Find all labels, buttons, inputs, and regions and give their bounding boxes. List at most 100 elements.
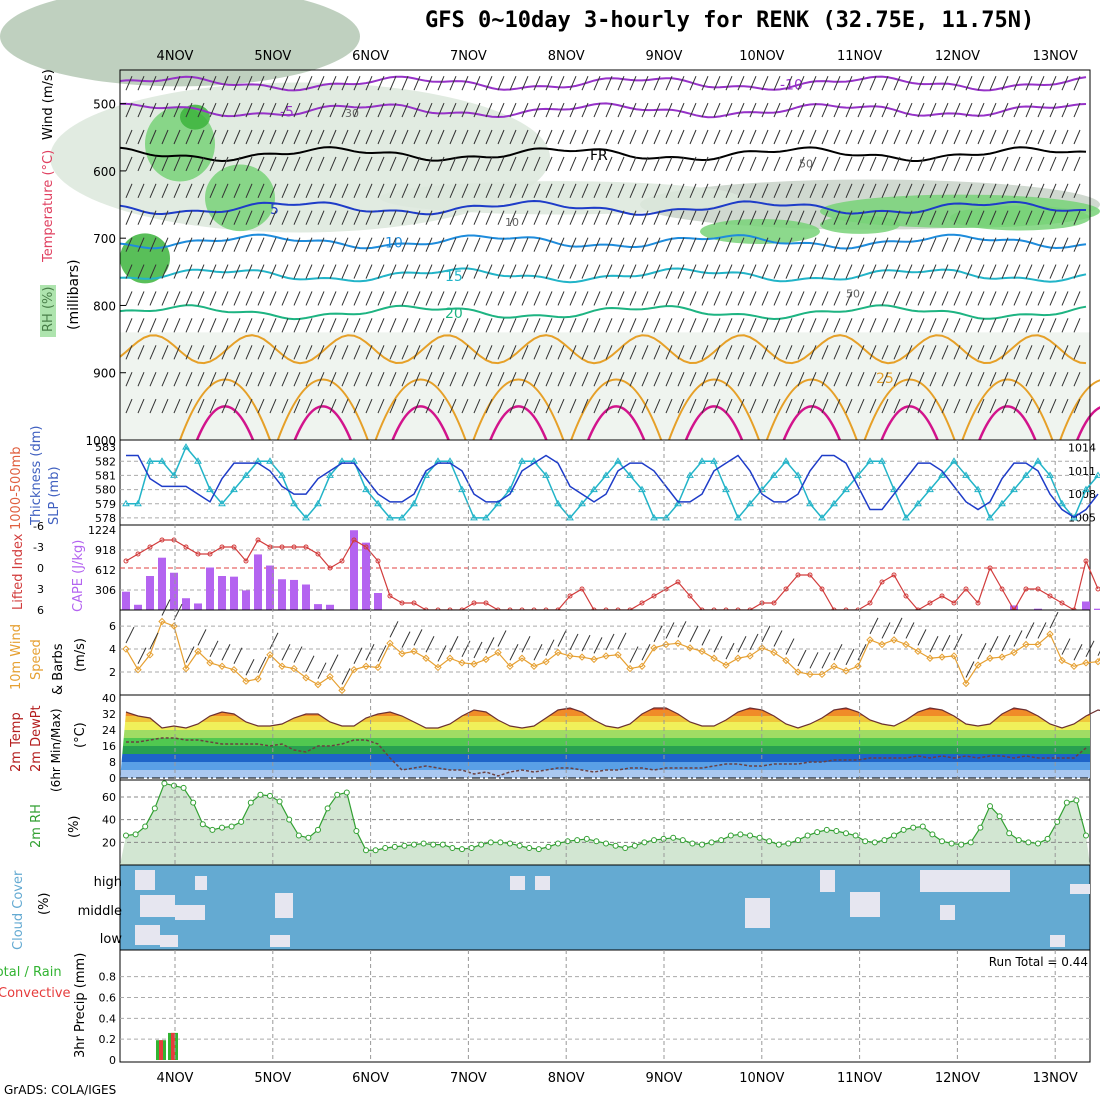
wind-barb bbox=[389, 129, 397, 145]
lifted-index-point bbox=[987, 565, 993, 571]
x-tick-top: 8NOV bbox=[548, 49, 585, 64]
wind-barb bbox=[929, 345, 937, 360]
wind-barb bbox=[1061, 264, 1069, 279]
wind-barb bbox=[605, 210, 613, 225]
wind-barb bbox=[653, 318, 661, 333]
rh-point bbox=[795, 837, 801, 844]
rh-point bbox=[977, 824, 984, 831]
wind-barb bbox=[125, 156, 133, 172]
wind-barb bbox=[125, 102, 133, 118]
wind-barb bbox=[857, 291, 865, 306]
y-tick-slp: 1014 bbox=[1068, 442, 1096, 455]
wind-barb bbox=[305, 345, 313, 360]
wind-barb bbox=[773, 291, 781, 306]
cape-bar bbox=[158, 557, 166, 610]
chart-title: GFS 0~10day 3-hourly for RENK (32.75E, 1… bbox=[425, 8, 1035, 33]
wind-barb bbox=[1073, 345, 1081, 360]
ylabel-barbs: & Barbs bbox=[51, 643, 66, 695]
wind-barb bbox=[461, 398, 469, 414]
y-tick-lifted: 0 bbox=[37, 562, 44, 575]
thickness-point bbox=[266, 457, 274, 464]
cloud-level-label: low bbox=[100, 932, 123, 947]
wind-barb bbox=[653, 102, 661, 118]
wind-barb-10m bbox=[185, 646, 195, 663]
wind-barb bbox=[929, 371, 937, 387]
lifted-index-point bbox=[267, 544, 273, 550]
wind-barb bbox=[869, 371, 877, 387]
wind-barb bbox=[881, 129, 889, 145]
wind-barb bbox=[449, 183, 457, 199]
wind-speed-point bbox=[590, 655, 598, 664]
wind-barb bbox=[305, 210, 313, 225]
wind-speed-point bbox=[902, 640, 910, 649]
wind-speed-point bbox=[734, 654, 742, 662]
rh-contour-label: 50 bbox=[846, 287, 860, 300]
cape-bar bbox=[182, 598, 190, 610]
wind-barb bbox=[317, 318, 325, 333]
wind-barb bbox=[389, 264, 397, 279]
wind-barb bbox=[497, 345, 505, 360]
thickness-point bbox=[362, 485, 370, 493]
wind-barb bbox=[449, 129, 457, 145]
wind-speed-point bbox=[650, 644, 658, 652]
x-tick-top: 10NOV bbox=[739, 49, 784, 64]
lifted-index-point bbox=[159, 537, 165, 543]
wind-barb bbox=[653, 183, 661, 199]
wind-barb bbox=[977, 291, 985, 306]
thickness-point bbox=[1046, 471, 1054, 478]
lifted-index-point bbox=[891, 572, 897, 578]
wind-barb bbox=[845, 129, 853, 145]
wind-barb bbox=[233, 318, 241, 333]
isotherm-25-arc bbox=[961, 378, 1054, 441]
wind-barb bbox=[353, 210, 361, 225]
wind-speed-point bbox=[518, 654, 526, 662]
wind-barb bbox=[389, 156, 397, 172]
wind-barb bbox=[317, 75, 325, 91]
wind-barb bbox=[965, 210, 973, 225]
wind-barb bbox=[701, 345, 709, 360]
wind-barb bbox=[749, 318, 757, 333]
wind-speed-point bbox=[542, 657, 550, 666]
wind-barb bbox=[629, 345, 637, 360]
y-tick-precip: 0.8 bbox=[99, 971, 117, 984]
wind-barb bbox=[377, 129, 385, 145]
lifted-index-point bbox=[651, 593, 657, 599]
y-tick-pressure: 500 bbox=[93, 98, 116, 112]
wind-barb bbox=[857, 318, 865, 333]
wind-barb bbox=[893, 183, 901, 199]
thickness-point bbox=[170, 471, 178, 478]
wind-barb bbox=[893, 210, 901, 225]
wind-barb bbox=[593, 345, 601, 360]
x-tick-bottom: 13NOV bbox=[1033, 1071, 1078, 1086]
y-tick-rh: 40 bbox=[102, 814, 116, 827]
cloud-clear-region bbox=[270, 935, 290, 947]
rh-point bbox=[804, 832, 811, 839]
wind-barb bbox=[257, 398, 265, 414]
wind-barb bbox=[641, 183, 649, 199]
wind-barb bbox=[401, 291, 409, 306]
cape-bar bbox=[1094, 608, 1100, 610]
wind-barb-10m bbox=[293, 646, 303, 663]
wind-barb bbox=[677, 75, 685, 91]
wind-barb bbox=[389, 237, 397, 252]
wind-barb bbox=[701, 291, 709, 306]
wind-barb bbox=[881, 371, 889, 387]
wind-barb bbox=[365, 291, 373, 306]
wind-barb bbox=[245, 210, 253, 225]
isotherm-line bbox=[119, 75, 1087, 92]
wind-barb bbox=[341, 345, 349, 360]
cloud-level-label: high bbox=[94, 875, 122, 890]
wind-barb bbox=[1061, 371, 1069, 387]
wind-speed-point bbox=[1070, 662, 1078, 670]
footer-credit: GrADS: COLA/IGES bbox=[4, 1083, 117, 1097]
wind-barb bbox=[905, 237, 913, 252]
wind-barb bbox=[881, 183, 889, 199]
wind-speed-point bbox=[938, 653, 946, 661]
rh-point bbox=[814, 829, 821, 836]
wind-barb bbox=[725, 371, 733, 387]
wind-barb-10m bbox=[545, 639, 555, 656]
wind-barb bbox=[569, 129, 577, 145]
cape-bar bbox=[278, 579, 286, 610]
thickness-point bbox=[986, 513, 994, 521]
wind-barb bbox=[773, 371, 781, 387]
